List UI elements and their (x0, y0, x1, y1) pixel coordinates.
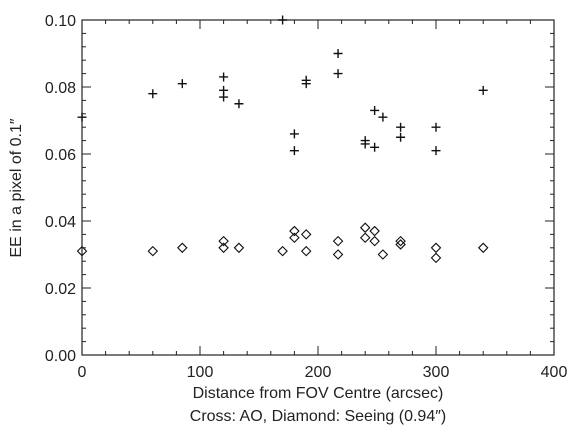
x-tick-label: 200 (305, 364, 332, 381)
cross-marker (431, 122, 441, 132)
diamond-marker (332, 235, 344, 247)
x-axis: 0 100 200 300 400 (78, 20, 568, 381)
cross-marker (378, 112, 388, 122)
plot-frame (81, 19, 555, 356)
diamond-marker (233, 242, 245, 254)
diamond-marker (430, 252, 442, 264)
diamond-marker (300, 229, 312, 240)
diamond-marker (377, 249, 389, 260)
y-axis: 0.00 0.02 0.04 0.06 0.08 0.10 (45, 13, 554, 365)
diamond-marker (218, 242, 229, 254)
x-tick-label: 100 (187, 364, 214, 381)
x-axis-label: Distance from FOV Centre (arcsec) (193, 385, 444, 402)
cross-marker (396, 122, 406, 132)
x-tick-label: 400 (541, 364, 568, 381)
cross-marker (289, 129, 299, 139)
cross-marker (333, 49, 343, 58)
diamond-marker (289, 225, 300, 237)
diamond-marker (177, 242, 188, 254)
diamond-marker (359, 232, 371, 244)
cross-marker (289, 146, 299, 156)
cross-marker (219, 92, 229, 102)
diamond-marker (332, 249, 344, 260)
diamond-marker (277, 245, 288, 257)
x-tick-label: 300 (423, 364, 450, 381)
diamond-marker (289, 232, 300, 244)
cross-marker (431, 146, 441, 156)
plot-markers (76, 15, 489, 264)
diamond-marker (395, 239, 406, 250)
cross-marker (370, 142, 380, 152)
diamond-marker (218, 235, 229, 247)
chart-caption: Cross: AO, Diamond: Seeing (0.94″) (190, 408, 446, 425)
diamond-marker (369, 225, 380, 237)
y-tick-label: 0.02 (45, 281, 76, 298)
cross-marker (360, 139, 370, 149)
cross-marker (234, 99, 244, 109)
cross-marker (219, 72, 229, 82)
cross-marker (148, 89, 158, 99)
cross-marker (478, 85, 488, 95)
y-axis-label: EE in a pixel of 0.1″ (8, 118, 25, 257)
cross-marker (177, 79, 187, 89)
cross-marker (333, 69, 343, 79)
diamond-marker (369, 235, 380, 247)
diamond-marker (359, 222, 371, 233)
cross-marker (278, 15, 288, 25)
diamond-marker (147, 245, 159, 257)
cross-marker (77, 112, 87, 122)
diamond-marker (477, 242, 489, 254)
y-tick-label: 0.04 (45, 214, 76, 231)
y-tick-label: 0.06 (45, 147, 76, 164)
y-tick-label: 0.08 (45, 80, 76, 97)
diamond-marker (430, 242, 442, 254)
diamond-marker (395, 235, 406, 247)
y-tick-label: 0.10 (45, 13, 76, 30)
diamond-marker (76, 245, 88, 257)
y-tick-label: 0.00 (45, 348, 76, 365)
cross-marker (301, 79, 311, 89)
diamond-marker (300, 245, 312, 257)
cross-marker (370, 105, 380, 115)
x-tick-label: 0 (78, 364, 87, 381)
cross-marker (396, 132, 406, 142)
